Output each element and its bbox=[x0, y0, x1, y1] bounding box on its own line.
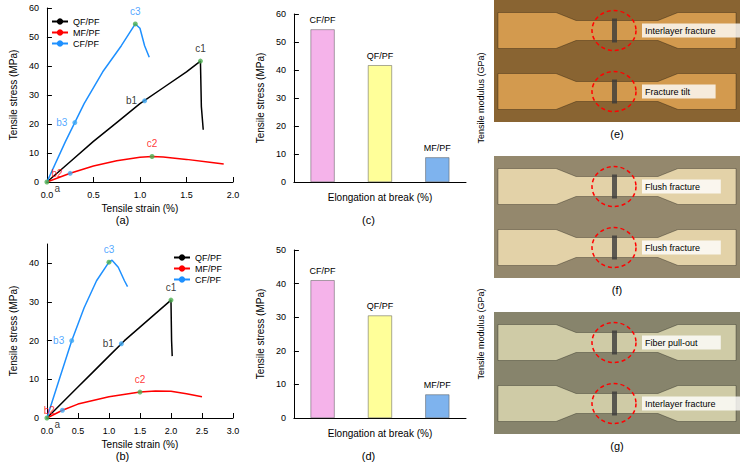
svg-text:QF/PF: QF/PF bbox=[195, 253, 222, 263]
svg-text:10: 10 bbox=[276, 149, 286, 159]
svg-text:b1: b1 bbox=[126, 95, 138, 106]
svg-text:b3: b3 bbox=[53, 335, 65, 346]
svg-text:1.5: 1.5 bbox=[180, 190, 193, 200]
html-text:(f): (f) bbox=[611, 284, 623, 296]
svg-text:1.5: 1.5 bbox=[134, 426, 147, 436]
svg-text:Interlayer fracture: Interlayer fracture bbox=[645, 26, 716, 36]
svg-text:MF/PF: MF/PF bbox=[73, 28, 100, 38]
svg-text:(a): (a) bbox=[116, 214, 129, 226]
svg-text:3.0: 3.0 bbox=[227, 426, 240, 436]
html-text:(e): (e) bbox=[610, 128, 624, 140]
svg-text:0.5: 0.5 bbox=[87, 190, 100, 200]
svg-text:Tensile modulus (GPa): Tensile modulus (GPa) bbox=[476, 288, 486, 379]
svg-text:Elongation at break (%): Elongation at break (%) bbox=[328, 192, 433, 203]
svg-text:0: 0 bbox=[281, 177, 286, 187]
svg-text:Fiber pull-out: Fiber pull-out bbox=[645, 338, 698, 348]
svg-text:40: 40 bbox=[276, 279, 286, 289]
svg-text:0: 0 bbox=[34, 413, 39, 423]
svg-text:c3: c3 bbox=[104, 244, 115, 255]
svg-text:Elongation at break (%): Elongation at break (%) bbox=[328, 428, 433, 439]
svg-text:c1: c1 bbox=[195, 43, 206, 54]
svg-text:Flush fracture: Flush fracture bbox=[645, 243, 700, 253]
svg-text:40: 40 bbox=[276, 65, 286, 75]
svg-text:Tensile strain (%): Tensile strain (%) bbox=[102, 439, 179, 450]
svg-text:Tensile stress (MPa): Tensile stress (MPa) bbox=[255, 53, 266, 144]
svg-text:MF/PF: MF/PF bbox=[424, 380, 451, 390]
svg-text:20: 20 bbox=[29, 119, 39, 129]
svg-text:QF/PF: QF/PF bbox=[367, 51, 394, 61]
svg-text:(c): (c) bbox=[362, 214, 375, 226]
svg-text:CF/PF: CF/PF bbox=[195, 275, 222, 285]
svg-text:Flush fracture: Flush fracture bbox=[645, 182, 700, 192]
svg-text:CF/PF: CF/PF bbox=[310, 266, 337, 276]
svg-text:(b): (b) bbox=[116, 450, 129, 462]
svg-text:Tensile stress (MPa): Tensile stress (MPa) bbox=[255, 289, 266, 380]
svg-text:50: 50 bbox=[29, 32, 39, 42]
svg-text:Tensile strain (%): Tensile strain (%) bbox=[102, 203, 179, 214]
svg-text:Tensile stress (MPa): Tensile stress (MPa) bbox=[8, 50, 19, 141]
svg-text:b3: b3 bbox=[56, 117, 68, 128]
svg-text:2.0: 2.0 bbox=[165, 426, 178, 436]
svg-text:1.0: 1.0 bbox=[103, 426, 116, 436]
svg-text:50: 50 bbox=[276, 245, 286, 255]
svg-text:60: 60 bbox=[29, 3, 39, 13]
svg-text:MF/PF: MF/PF bbox=[424, 143, 451, 153]
svg-text:20: 20 bbox=[276, 346, 286, 356]
svg-text:Tensile modulus (GPa): Tensile modulus (GPa) bbox=[476, 52, 486, 143]
svg-text:10: 10 bbox=[276, 379, 286, 389]
svg-text:Interlayer fracture: Interlayer fracture bbox=[645, 399, 716, 409]
svg-text:2.0: 2.0 bbox=[227, 190, 240, 200]
svg-text:0: 0 bbox=[34, 177, 39, 187]
svg-text:10: 10 bbox=[29, 374, 39, 384]
svg-text:a: a bbox=[54, 183, 60, 194]
svg-text:c2: c2 bbox=[135, 374, 146, 385]
svg-text:0.0: 0.0 bbox=[41, 426, 54, 436]
svg-text:CF/PF: CF/PF bbox=[310, 15, 337, 25]
svg-text:QF/PF: QF/PF bbox=[367, 301, 394, 311]
svg-text:QF/PF: QF/PF bbox=[73, 17, 100, 27]
svg-text:40: 40 bbox=[29, 61, 39, 71]
svg-text:0.0: 0.0 bbox=[41, 190, 54, 200]
svg-text:2.5: 2.5 bbox=[196, 426, 209, 436]
svg-text:1.0: 1.0 bbox=[134, 190, 147, 200]
svg-text:0: 0 bbox=[281, 413, 286, 423]
svg-text:Tensile stress (MPa): Tensile stress (MPa) bbox=[8, 286, 19, 377]
svg-text:30: 30 bbox=[29, 297, 39, 307]
svg-text:50: 50 bbox=[276, 37, 286, 47]
svg-text:b2: b2 bbox=[44, 405, 56, 416]
svg-text:MF/PF: MF/PF bbox=[195, 264, 222, 274]
svg-text:30: 30 bbox=[276, 312, 286, 322]
svg-text:a: a bbox=[54, 419, 60, 430]
svg-text:(d): (d) bbox=[362, 450, 375, 462]
svg-text:10: 10 bbox=[29, 148, 39, 158]
svg-text:b1: b1 bbox=[103, 338, 115, 349]
svg-text:30: 30 bbox=[29, 90, 39, 100]
svg-text:c2: c2 bbox=[147, 138, 158, 149]
svg-text:c1: c1 bbox=[166, 282, 177, 293]
svg-text:b2: b2 bbox=[52, 168, 64, 179]
html-text:(g): (g) bbox=[610, 440, 624, 452]
svg-text:60: 60 bbox=[276, 9, 286, 19]
svg-text:CF/PF: CF/PF bbox=[73, 39, 100, 49]
svg-text:20: 20 bbox=[276, 121, 286, 131]
svg-text:20: 20 bbox=[29, 336, 39, 346]
svg-text:40: 40 bbox=[29, 258, 39, 268]
svg-text:0.5: 0.5 bbox=[72, 426, 85, 436]
svg-text:c3: c3 bbox=[130, 6, 141, 17]
svg-text:30: 30 bbox=[276, 93, 286, 103]
svg-text:Fracture tilt: Fracture tilt bbox=[645, 87, 691, 97]
